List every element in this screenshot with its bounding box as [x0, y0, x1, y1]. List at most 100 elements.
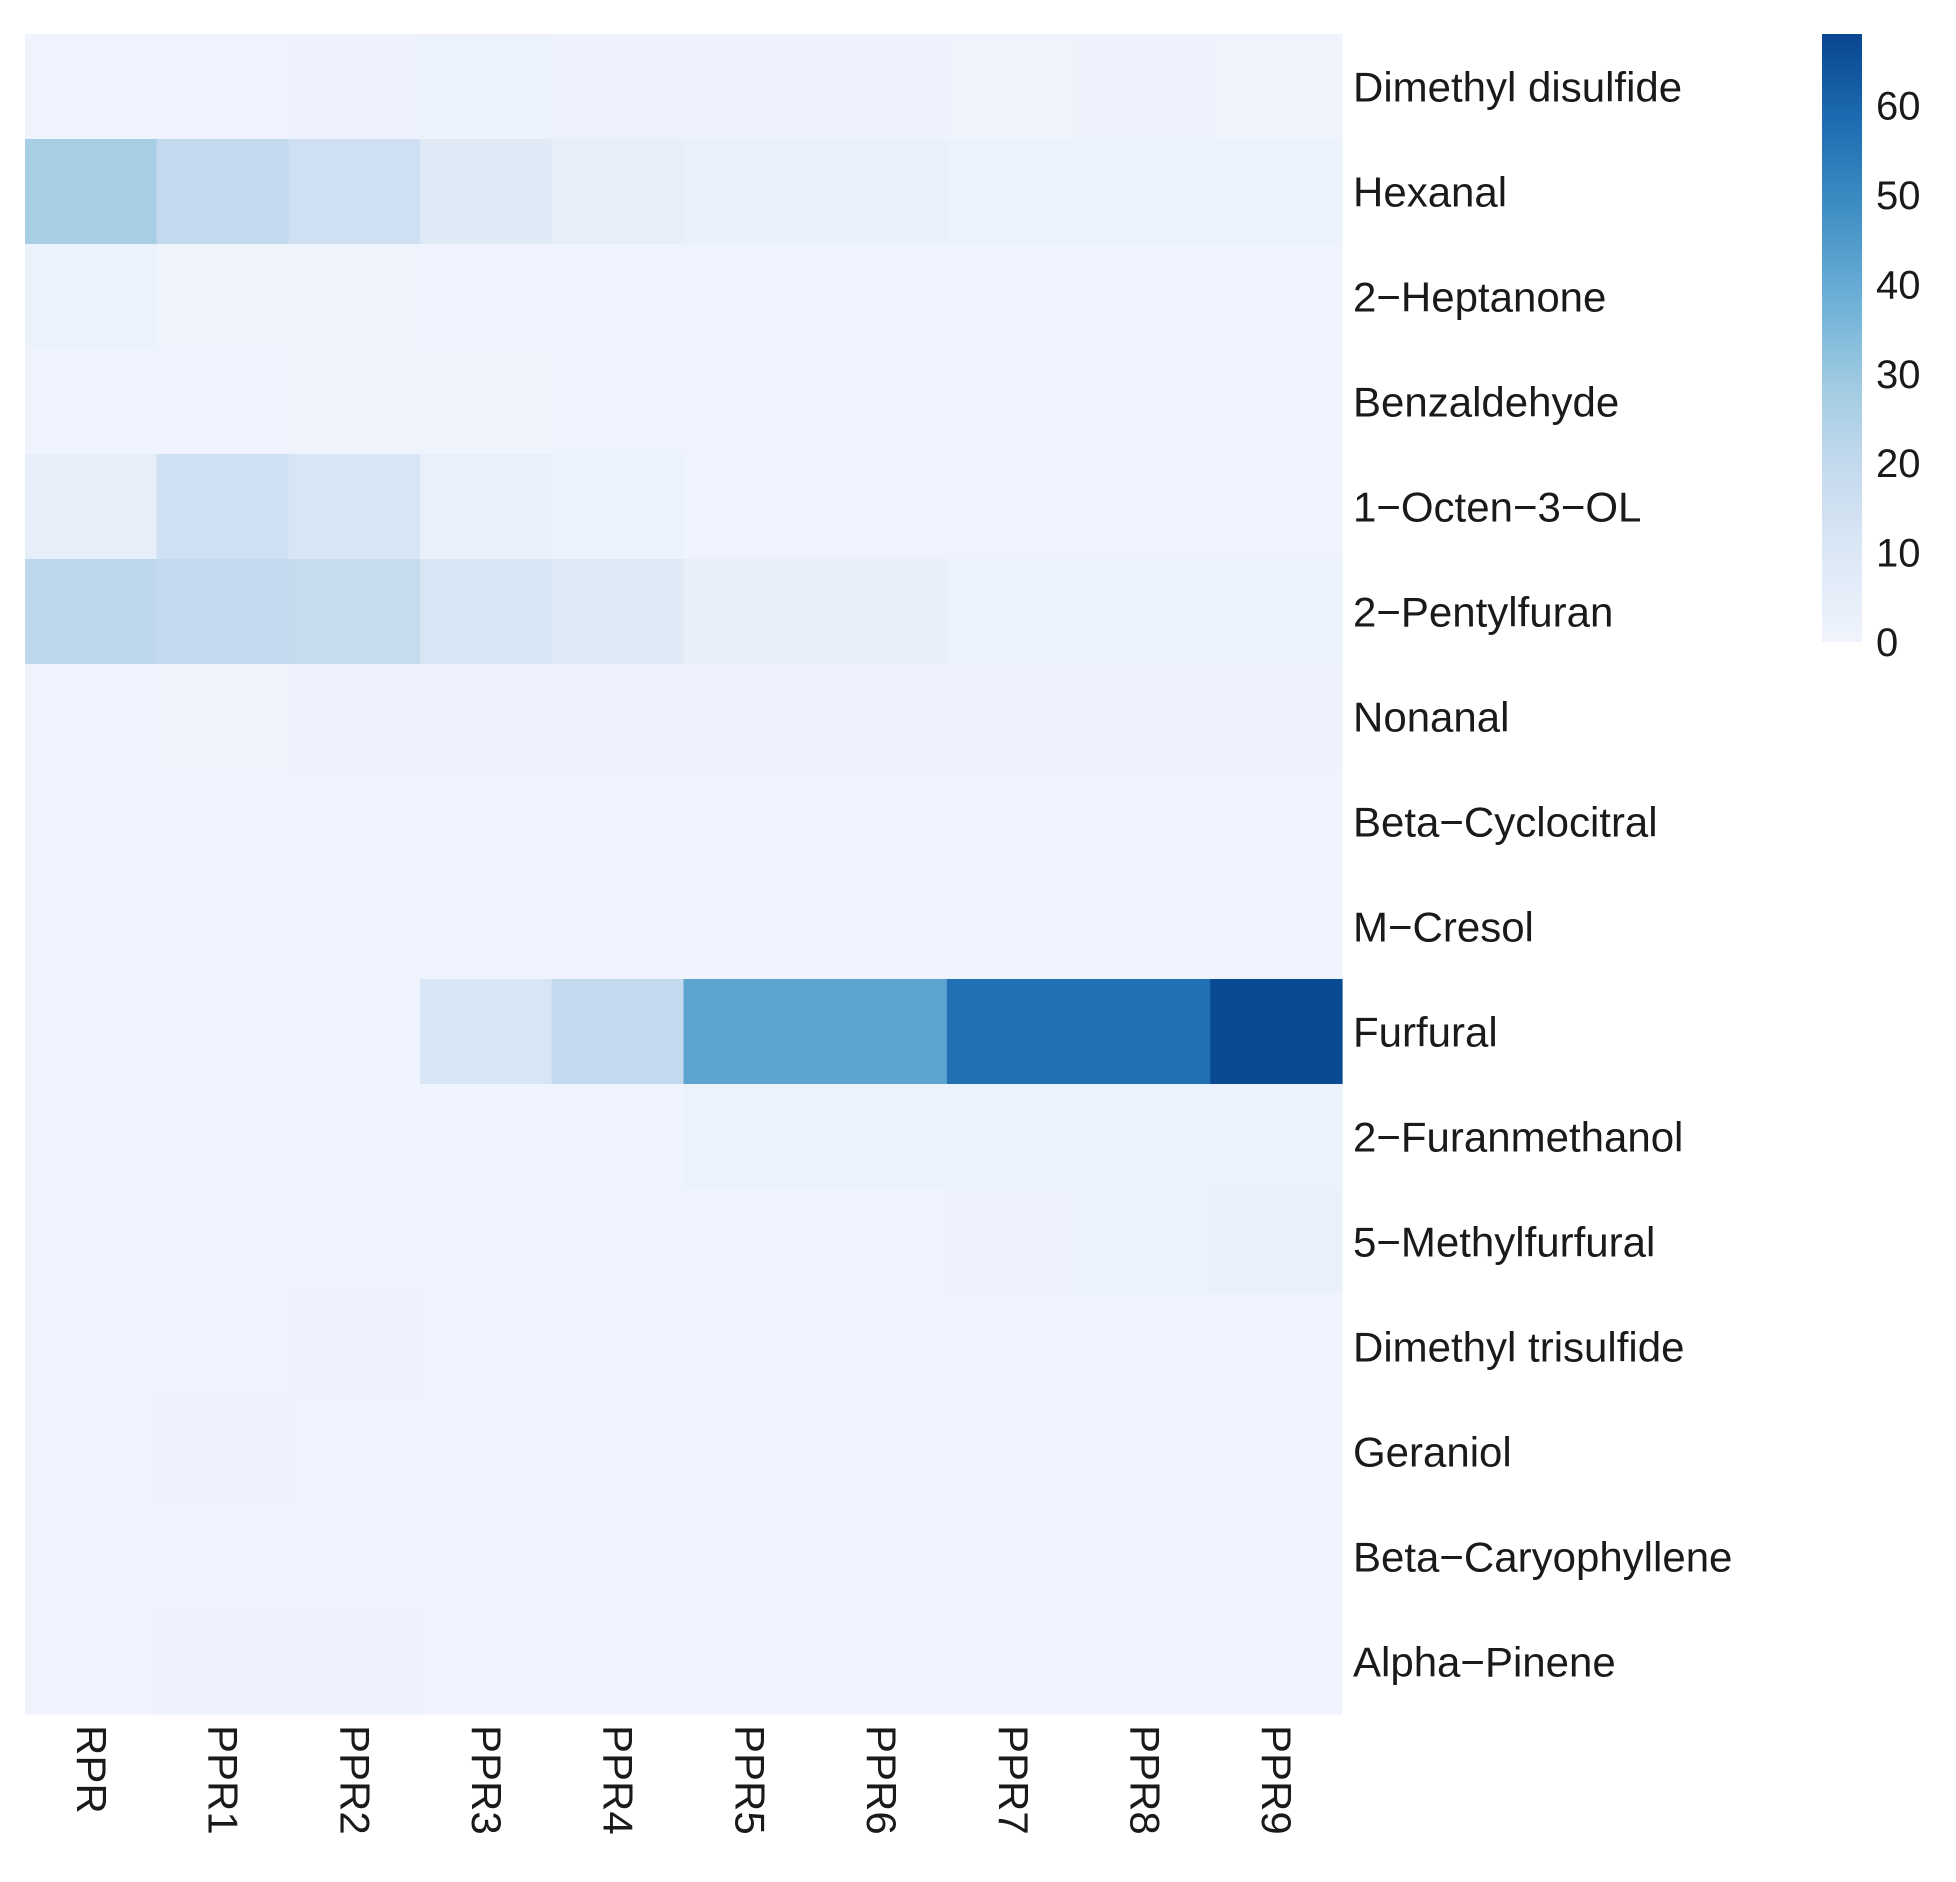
heatmap-cell — [25, 1189, 158, 1295]
heatmap-cell — [683, 559, 816, 665]
heatmap-cell — [420, 874, 553, 980]
heatmap-cell — [1078, 1084, 1211, 1190]
heatmap-cell — [1078, 1294, 1211, 1400]
heatmap-cell — [551, 979, 685, 1085]
heatmap-cell — [420, 349, 553, 455]
heatmap-cell — [946, 1609, 1080, 1715]
heatmap-cell — [156, 34, 289, 140]
row-label: Geraniol — [1353, 1429, 1512, 1476]
heatmap-cell — [815, 349, 948, 455]
heatmap-cell — [1078, 1399, 1211, 1505]
heatmap-cell — [683, 349, 816, 455]
heatmap-cell — [551, 1399, 685, 1505]
heatmap-cell — [1210, 139, 1343, 245]
heatmap-cell — [420, 769, 553, 875]
heatmap-cell — [815, 1084, 948, 1190]
column-labels: RPR PPR1 PPR2 PPR3 PPR4 PPR5 PPR6 PPR7 PPR8 PPR9 — [68, 1725, 1300, 1835]
heatmap-cell — [156, 1189, 289, 1295]
row-label: 5−Methylfurfural — [1353, 1219, 1655, 1266]
heatmap-cell — [683, 1504, 816, 1610]
heatmap-cell — [288, 1399, 421, 1505]
heatmap-cell — [156, 979, 289, 1085]
heatmap-cell — [156, 349, 289, 455]
heatmap-cell — [815, 769, 948, 875]
heatmap-cell — [683, 34, 816, 140]
heatmap-cell — [683, 1609, 816, 1715]
heatmap-cell — [683, 874, 816, 980]
row-label: Furfural — [1353, 1009, 1498, 1056]
heatmap-cell — [551, 1609, 685, 1715]
column-label: PPR1 — [200, 1725, 247, 1835]
heatmap-cell — [156, 769, 289, 875]
heatmap-cell — [288, 1084, 421, 1190]
heatmap-cell — [815, 874, 948, 980]
heatmap-cell — [946, 979, 1080, 1085]
heatmap-cell — [288, 139, 421, 245]
heatmap-cell — [683, 244, 816, 350]
heatmap-cell — [156, 1609, 289, 1715]
heatmap-cell — [25, 1084, 158, 1190]
heatmap-cell — [156, 1294, 289, 1400]
row-label: M−Cresol — [1353, 904, 1534, 951]
heatmap-cell — [946, 34, 1080, 140]
heatmap-cell — [156, 139, 289, 245]
heatmap-cell — [420, 454, 553, 560]
heatmap-cell — [551, 664, 685, 770]
heatmap-cell — [25, 244, 158, 350]
heatmap-cell — [683, 1399, 816, 1505]
heatmap-cell — [1210, 559, 1343, 665]
heatmap-cell — [683, 139, 816, 245]
heatmap-cell — [1078, 769, 1211, 875]
heatmap-cell — [420, 664, 553, 770]
heatmap-cell — [1210, 1609, 1343, 1715]
heatmap-cell — [1078, 1504, 1211, 1610]
heatmap-cell — [288, 979, 421, 1085]
heatmap-cell — [1078, 1609, 1211, 1715]
colorbar: 0 10 20 30 40 50 60 — [1822, 34, 1921, 665]
row-labels: Dimethyl disulfide Hexanal 2−Heptanone Benz… — [1353, 64, 1732, 1686]
heatmap-cell — [683, 769, 816, 875]
heatmap-cell — [815, 1294, 948, 1400]
heatmap-cell — [551, 1504, 685, 1610]
heatmap-cell — [551, 244, 685, 350]
heatmap-cell — [288, 559, 421, 665]
heatmap-cell — [551, 139, 685, 245]
heatmap-cell — [1210, 244, 1343, 350]
column-label: PPR6 — [858, 1725, 905, 1835]
heatmap-cell — [420, 559, 553, 665]
colorbar-tick-label: 10 — [1876, 532, 1921, 576]
heatmap-cell — [1210, 874, 1343, 980]
heatmap-cell — [1078, 979, 1211, 1085]
heatmap-cell — [288, 769, 421, 875]
heatmap-cell — [946, 1399, 1080, 1505]
heatmap-cell — [946, 244, 1080, 350]
column-label: PPR5 — [726, 1725, 773, 1835]
heatmap-cell — [420, 1189, 553, 1295]
heatmap-cell — [1078, 559, 1211, 665]
heatmap-cell — [420, 1609, 553, 1715]
heatmap-cell — [683, 1189, 816, 1295]
column-label: PPR2 — [331, 1725, 378, 1835]
colorbar-gradient — [1822, 34, 1862, 642]
heatmap-cell — [1078, 34, 1211, 140]
row-label: 2−Heptanone — [1353, 274, 1606, 321]
heatmap-cell — [420, 34, 553, 140]
column-label: PPR4 — [595, 1725, 642, 1835]
heatmap-cell — [1210, 1294, 1343, 1400]
heatmap-cell — [25, 454, 158, 560]
heatmap-cell — [25, 349, 158, 455]
column-label: PPR8 — [1121, 1725, 1168, 1835]
heatmap-cell — [946, 769, 1080, 875]
heatmap-cells — [25, 34, 1343, 1715]
heatmap-cell — [815, 1609, 948, 1715]
heatmap-cell — [25, 874, 158, 980]
heatmap-cell — [156, 559, 289, 665]
heatmap-cell — [946, 1504, 1080, 1610]
colorbar-tick-label: 60 — [1876, 85, 1921, 129]
row-label: 1−Octen−3−OL — [1353, 484, 1641, 531]
heatmap-cell — [815, 34, 948, 140]
heatmap-cell — [1078, 349, 1211, 455]
heatmap-cell — [420, 244, 553, 350]
heatmap-cell — [946, 349, 1080, 455]
heatmap-cell — [25, 139, 158, 245]
